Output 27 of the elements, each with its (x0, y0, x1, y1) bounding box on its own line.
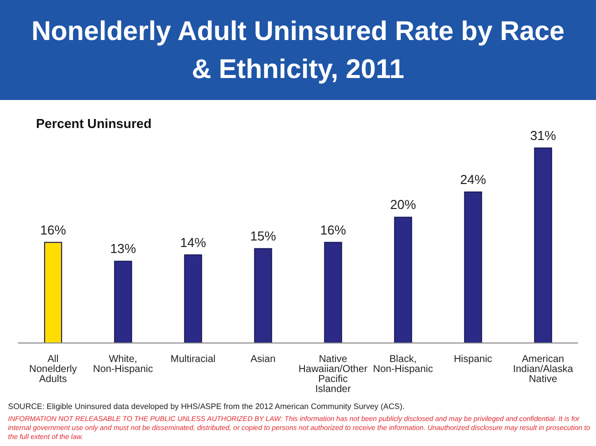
x-tick-label: Black, Non-Hispanic (372, 354, 434, 376)
bar (394, 216, 412, 344)
data-label: 24% (460, 172, 487, 188)
x-tick-label: Asian (250, 354, 276, 366)
data-label: 16% (320, 222, 347, 238)
bar (44, 242, 62, 344)
data-label: 20% (390, 197, 417, 212)
x-tick-label: Native Hawaiian/Other Pacific Islander (298, 354, 368, 396)
x-tick-label: Hispanic (454, 354, 492, 366)
chart-title: Nonelderly Adult Uninsured Rate by Race & Ethnicity, 2011 (0, 0, 596, 100)
x-tick-label: Multiracial (170, 354, 216, 366)
x-tick-label: White, Non-Hispanic (92, 354, 154, 376)
bar (324, 242, 342, 344)
data-label: 13% (110, 241, 137, 256)
data-label: 14% (180, 234, 207, 250)
data-label: 16% (40, 222, 67, 238)
bar (254, 248, 272, 344)
data-label: 31% (530, 128, 557, 143)
bar (114, 260, 132, 344)
x-tick-label: American Indian/Alaska Native (512, 354, 574, 386)
source-note: SOURCE: Eligible Uninsured data developed by HHS/ASPE from the 2012 American Community Survey (ACS). (8, 402, 406, 411)
bar (464, 192, 482, 344)
bar (534, 148, 552, 344)
x-tick-label: All Nonelderly Adults (29, 354, 77, 386)
bar (184, 254, 202, 344)
data-label: 15% (250, 228, 277, 244)
y-axis-title: Percent Uninsured (36, 116, 152, 131)
